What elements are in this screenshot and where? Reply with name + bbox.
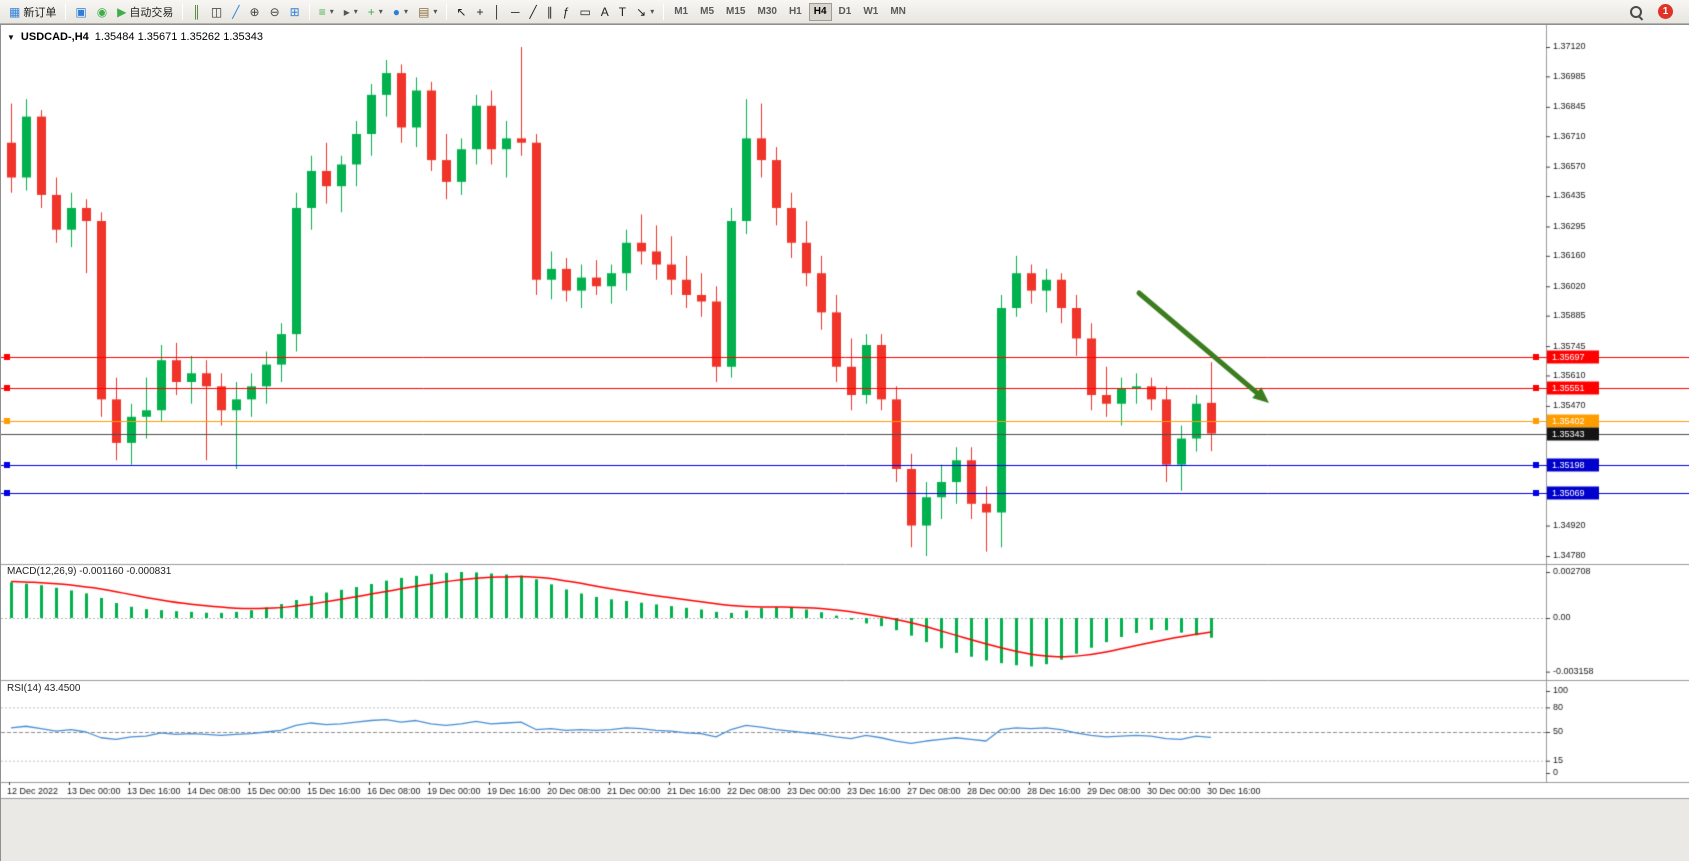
toolbar-separator <box>663 3 665 20</box>
arrows-button[interactable]: ↘ ▾ <box>631 2 659 22</box>
arrows-button-dropdown-icon[interactable]: ▾ <box>650 7 655 16</box>
vertical-line-button[interactable]: │ <box>489 2 507 22</box>
line-chart-icon: ╱ <box>232 4 240 19</box>
chart-symbol-title: USDCAD-,H4 <box>20 31 89 43</box>
auto-scroll-button[interactable]: ▸ ▾ <box>339 2 363 22</box>
zoom-out-button[interactable]: ⊖ <box>265 2 285 22</box>
cursor-button[interactable]: ↖ <box>451 2 471 22</box>
indicators-button-dropdown-icon[interactable]: ▾ <box>329 7 334 16</box>
zoom-in-button[interactable]: ⊕ <box>245 2 265 22</box>
toolbar-separator <box>65 3 67 20</box>
timeframe-w1-button[interactable]: W1 <box>858 3 883 21</box>
horizontal-line-button[interactable]: ─ <box>506 2 525 22</box>
auto-scroll-button-dropdown-icon[interactable]: ▾ <box>353 7 358 16</box>
zoom-in-icon: ⊕ <box>249 4 260 19</box>
toolbar-separator <box>182 3 184 20</box>
text-icon: A <box>600 4 609 19</box>
new-chart-button-dropdown-icon[interactable]: ▾ <box>378 7 383 16</box>
profiles-button[interactable]: ● ▾ <box>388 2 413 22</box>
market-watch-icon: ◉ <box>96 4 108 19</box>
bar-chart-button[interactable]: ║ <box>187 2 206 22</box>
indicators-icon: ≡ <box>318 4 326 19</box>
timeframe-d1-button[interactable]: D1 <box>834 3 857 21</box>
toolbar-separator <box>308 3 310 20</box>
channel-icon: ∥ <box>546 4 553 19</box>
cursor-icon: ↖ <box>456 4 467 19</box>
timeframe-h4-button[interactable]: H4 <box>808 2 832 21</box>
snapshot-button[interactable]: ▤ ▾ <box>413 2 442 22</box>
candlestick-chart-button[interactable]: ◫ <box>206 2 227 22</box>
timeframe-bar: M1 M5 M15 M30 H1 H4 D1 W1 MN <box>668 2 912 21</box>
tile-windows-button[interactable]: ⊞ <box>285 2 305 22</box>
line-chart-button[interactable]: ╱ <box>227 2 244 22</box>
chart-window: ▼ USDCAD-,H4 1.35484 1.35671 1.35262 1.3… <box>0 24 1689 861</box>
candlestick-chart-icon: ◫ <box>210 4 223 19</box>
crosshair-icon: + <box>476 4 484 19</box>
indicators-button[interactable]: ≡ ▾ <box>314 2 339 22</box>
profiles-button-dropdown-icon[interactable]: ▾ <box>404 7 409 16</box>
new-order-button-label: 新订单 <box>23 6 57 19</box>
bar-chart-icon: ║ <box>192 4 201 19</box>
fibonacci-icon: ƒ <box>562 4 570 19</box>
chart-ohlc-values: 1.35484 1.35671 1.35262 1.35343 <box>94 31 263 43</box>
chart-header: ▼ USDCAD-,H4 1.35484 1.35671 1.35262 1.3… <box>7 31 263 43</box>
toolbar-buttons: ▦ 新订单 ▣ ◉ ▶ 自动交易 ║ ◫ ╱ ⊕ ⊖ ⊞ ≡ ▾ ▸ ▾ + ▾ ● ▾ ▤ ▾ ↖ + │ ─ ╱ ∥ ƒ ▭ A T ↘ ▾ <box>4 0 668 24</box>
snapshot-button-dropdown-icon[interactable]: ▾ <box>433 7 438 16</box>
timeframe-mn-button[interactable]: MN <box>885 3 911 21</box>
timeframe-m15-button[interactable]: M15 <box>721 3 750 21</box>
toolbar: ▦ 新订单 ▣ ◉ ▶ 自动交易 ║ ◫ ╱ ⊕ ⊖ ⊞ ≡ ▾ ▸ ▾ + ▾ ● ▾ ▤ ▾ ↖ + │ ─ ╱ ∥ ƒ ▭ A T ↘ ▾ … <box>0 0 1689 24</box>
market-watch-button[interactable]: ◉ <box>92 2 112 22</box>
autotrading-button[interactable]: ▶ 自动交易 <box>112 2 178 22</box>
shapes-icon: ▭ <box>579 4 591 19</box>
trendline-icon: ╱ <box>529 4 537 19</box>
cascade-windows-icon: ▣ <box>75 4 87 19</box>
new-chart-icon: + <box>367 4 375 19</box>
trendline-button[interactable]: ╱ <box>525 2 542 22</box>
zoom-out-icon: ⊖ <box>269 4 280 19</box>
snapshot-icon: ▤ <box>418 4 430 19</box>
autotrading-button-label: 自动交易 <box>129 6 174 19</box>
timeframe-m30-button[interactable]: M30 <box>752 3 781 21</box>
toolbar-right: 1 <box>1628 4 1685 20</box>
auto-scroll-icon: ▸ <box>343 4 350 19</box>
rsi-indicator-label: RSI(14) 43.4500 <box>7 683 81 694</box>
tile-windows-icon: ⊞ <box>289 4 300 19</box>
shapes-button[interactable]: ▭ <box>574 2 595 22</box>
crosshair-button[interactable]: + <box>471 2 488 22</box>
cascade-windows-button[interactable]: ▣ <box>70 2 91 22</box>
timeframe-h1-button[interactable]: H1 <box>784 3 807 21</box>
arrows-icon: ↘ <box>636 4 647 19</box>
profiles-icon: ● <box>392 4 401 19</box>
text-label-icon: T <box>618 4 627 19</box>
vertical-line-icon: │ <box>493 4 502 19</box>
text-label-button[interactable]: T <box>614 2 631 22</box>
fibonacci-button[interactable]: ƒ <box>558 2 575 22</box>
price-chart-canvas[interactable] <box>1 25 1689 861</box>
new-chart-button[interactable]: + ▾ <box>363 2 388 22</box>
notifications-badge[interactable]: 1 <box>1658 4 1673 19</box>
timeframe-m5-button[interactable]: M5 <box>695 3 719 21</box>
new-order-button[interactable]: ▦ 新订单 <box>4 2 61 22</box>
search-icon[interactable] <box>1628 4 1644 20</box>
toolbar-separator <box>446 3 448 20</box>
autotrading-icon: ▶ <box>117 4 127 19</box>
horizontal-line-icon: ─ <box>511 4 520 19</box>
new-order-icon: ▦ <box>9 4 21 19</box>
text-button[interactable]: A <box>596 2 614 22</box>
symbol-dropdown-icon[interactable]: ▼ <box>7 32 15 42</box>
channel-button[interactable]: ∥ <box>542 2 558 22</box>
macd-indicator-label: MACD(12,26,9) -0.001160 -0.000831 <box>7 566 172 577</box>
timeframe-m1-button[interactable]: M1 <box>669 3 693 21</box>
